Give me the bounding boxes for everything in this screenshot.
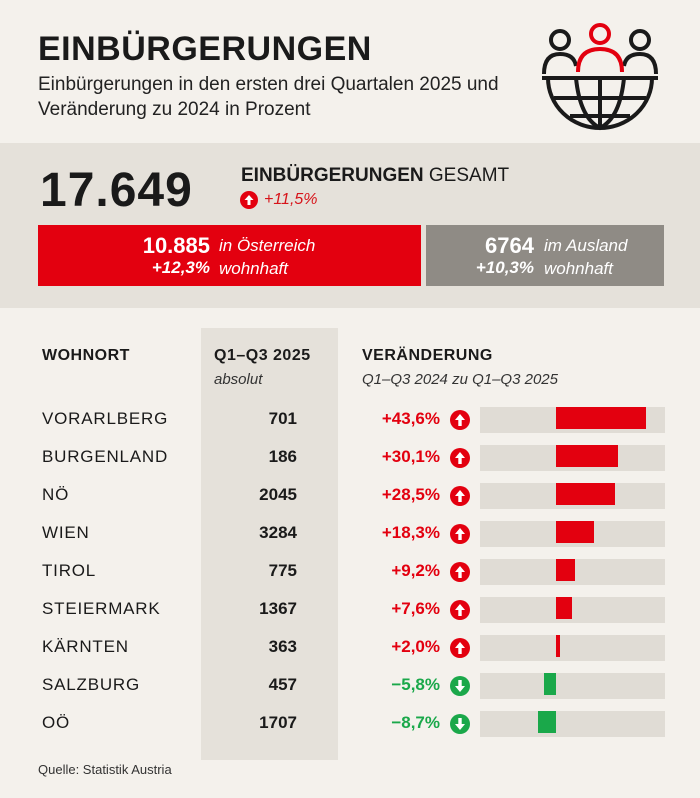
- table-row: WIEN 3284 +18,3%: [0, 517, 700, 555]
- austria-label: in Österreich wohnhaft: [219, 236, 316, 278]
- change-bar: [544, 673, 557, 695]
- austria-change: +12,3%: [151, 258, 210, 277]
- bar-track: [480, 711, 665, 737]
- absolute-column-background: [201, 328, 338, 760]
- change-bar: [556, 635, 561, 657]
- row-absolute: 701: [268, 409, 297, 428]
- row-absolute: 2045: [259, 485, 297, 504]
- row-place: KÄRNTEN: [42, 637, 129, 656]
- row-change-label: +9,2%: [391, 561, 440, 580]
- col-subheader-absolute: absolut: [214, 371, 263, 388]
- arrow-up-icon: [450, 410, 470, 430]
- arrow-down-icon: [450, 676, 470, 696]
- arrow-up-icon: [450, 600, 470, 620]
- change-bar: [556, 559, 575, 581]
- abroad-change: +10,3%: [475, 258, 534, 277]
- change-bar: [556, 483, 615, 505]
- change-bar: [556, 597, 572, 619]
- bar-track: [480, 673, 665, 699]
- arrow-up-icon: [450, 524, 470, 544]
- row-place: OÖ: [42, 713, 71, 732]
- arrow-up-icon: [450, 486, 470, 506]
- row-place: STEIERMARK: [42, 599, 161, 618]
- total-value: 17.649: [40, 164, 193, 217]
- row-change-label: +7,6%: [391, 599, 440, 618]
- row-place: SALZBURG: [42, 675, 141, 694]
- row-place: TIROL: [42, 561, 97, 580]
- row-change-label: +2,0%: [391, 637, 440, 656]
- bar-track: [480, 407, 665, 433]
- bar-track: [480, 483, 665, 509]
- col-header-absolute: Q1–Q3 2025: [214, 347, 311, 364]
- total-label: EINBÜRGERUNGEN GESAMT: [241, 165, 510, 186]
- row-absolute: 3284: [259, 523, 297, 542]
- change-bar: [556, 445, 618, 467]
- change-bar: [556, 521, 594, 543]
- row-change-label: −8,7%: [391, 713, 440, 732]
- row-place: BURGENLAND: [42, 447, 169, 466]
- row-absolute: 775: [268, 561, 297, 580]
- row-change-label: −5,8%: [391, 675, 440, 694]
- bar-track: [480, 445, 665, 471]
- austria-value: 10.885: [142, 233, 210, 258]
- bar-track: [480, 597, 665, 623]
- row-absolute: 1367: [259, 599, 297, 618]
- bar-track: [480, 559, 665, 585]
- change-bar: [538, 711, 557, 733]
- page-title: EINBÜRGERUNGEN: [38, 30, 372, 68]
- austria-box: 10.885 +12,3% in Österreich wohnhaft: [38, 225, 421, 286]
- arrow-down-icon: [450, 714, 470, 734]
- page-subtitle: Einbürgerungen in den ersten drei Quarta…: [38, 74, 499, 120]
- row-absolute: 363: [268, 637, 297, 656]
- people-globe-icon: [542, 23, 658, 131]
- total-panel: 17.649 EINBÜRGERUNGEN GESAMT +11,5% 10.8…: [0, 143, 700, 308]
- source-note: Quelle: Statistik Austria: [38, 762, 172, 777]
- arrow-up-icon: [450, 638, 470, 658]
- row-change-label: +18,3%: [381, 523, 440, 542]
- col-subheader-change: Q1–Q3 2024 zu Q1–Q3 2025: [362, 371, 558, 388]
- bar-track: [480, 635, 665, 661]
- table-row: BURGENLAND 186 +30,1%: [0, 441, 700, 479]
- row-absolute: 186: [268, 447, 297, 466]
- table-row: NÖ 2045 +28,5%: [0, 479, 700, 517]
- table-row: OÖ 1707 −8,7%: [0, 707, 700, 745]
- abroad-value: 6764: [485, 233, 534, 258]
- row-place: VORARLBERG: [42, 409, 169, 428]
- bar-track: [480, 521, 665, 547]
- arrow-up-icon: [450, 562, 470, 582]
- row-change-label: +43,6%: [381, 409, 440, 428]
- table-row: TIROL 775 +9,2%: [0, 555, 700, 593]
- row-change-label: +28,5%: [381, 485, 440, 504]
- total-change: +11,5%: [240, 191, 318, 209]
- abroad-label: im Ausland wohnhaft: [544, 236, 628, 278]
- col-header-change: VERÄNDERUNG: [362, 347, 493, 364]
- abroad-box: 6764 +10,3% im Ausland wohnhaft: [426, 225, 664, 286]
- arrow-up-icon: [450, 448, 470, 468]
- table-row: SALZBURG 457 −5,8%: [0, 669, 700, 707]
- row-absolute: 457: [268, 675, 297, 694]
- table-row: STEIERMARK 1367 +7,6%: [0, 593, 700, 631]
- change-bar: [556, 407, 646, 429]
- table-row: VORARLBERG 701 +43,6%: [0, 403, 700, 441]
- table-row: KÄRNTEN 363 +2,0%: [0, 631, 700, 669]
- row-absolute: 1707: [259, 713, 297, 732]
- col-header-place: WOHNORT: [42, 347, 130, 364]
- row-place: WIEN: [42, 523, 90, 542]
- arrow-up-icon: [240, 191, 258, 209]
- row-place: NÖ: [42, 485, 70, 504]
- row-change-label: +30,1%: [381, 447, 440, 466]
